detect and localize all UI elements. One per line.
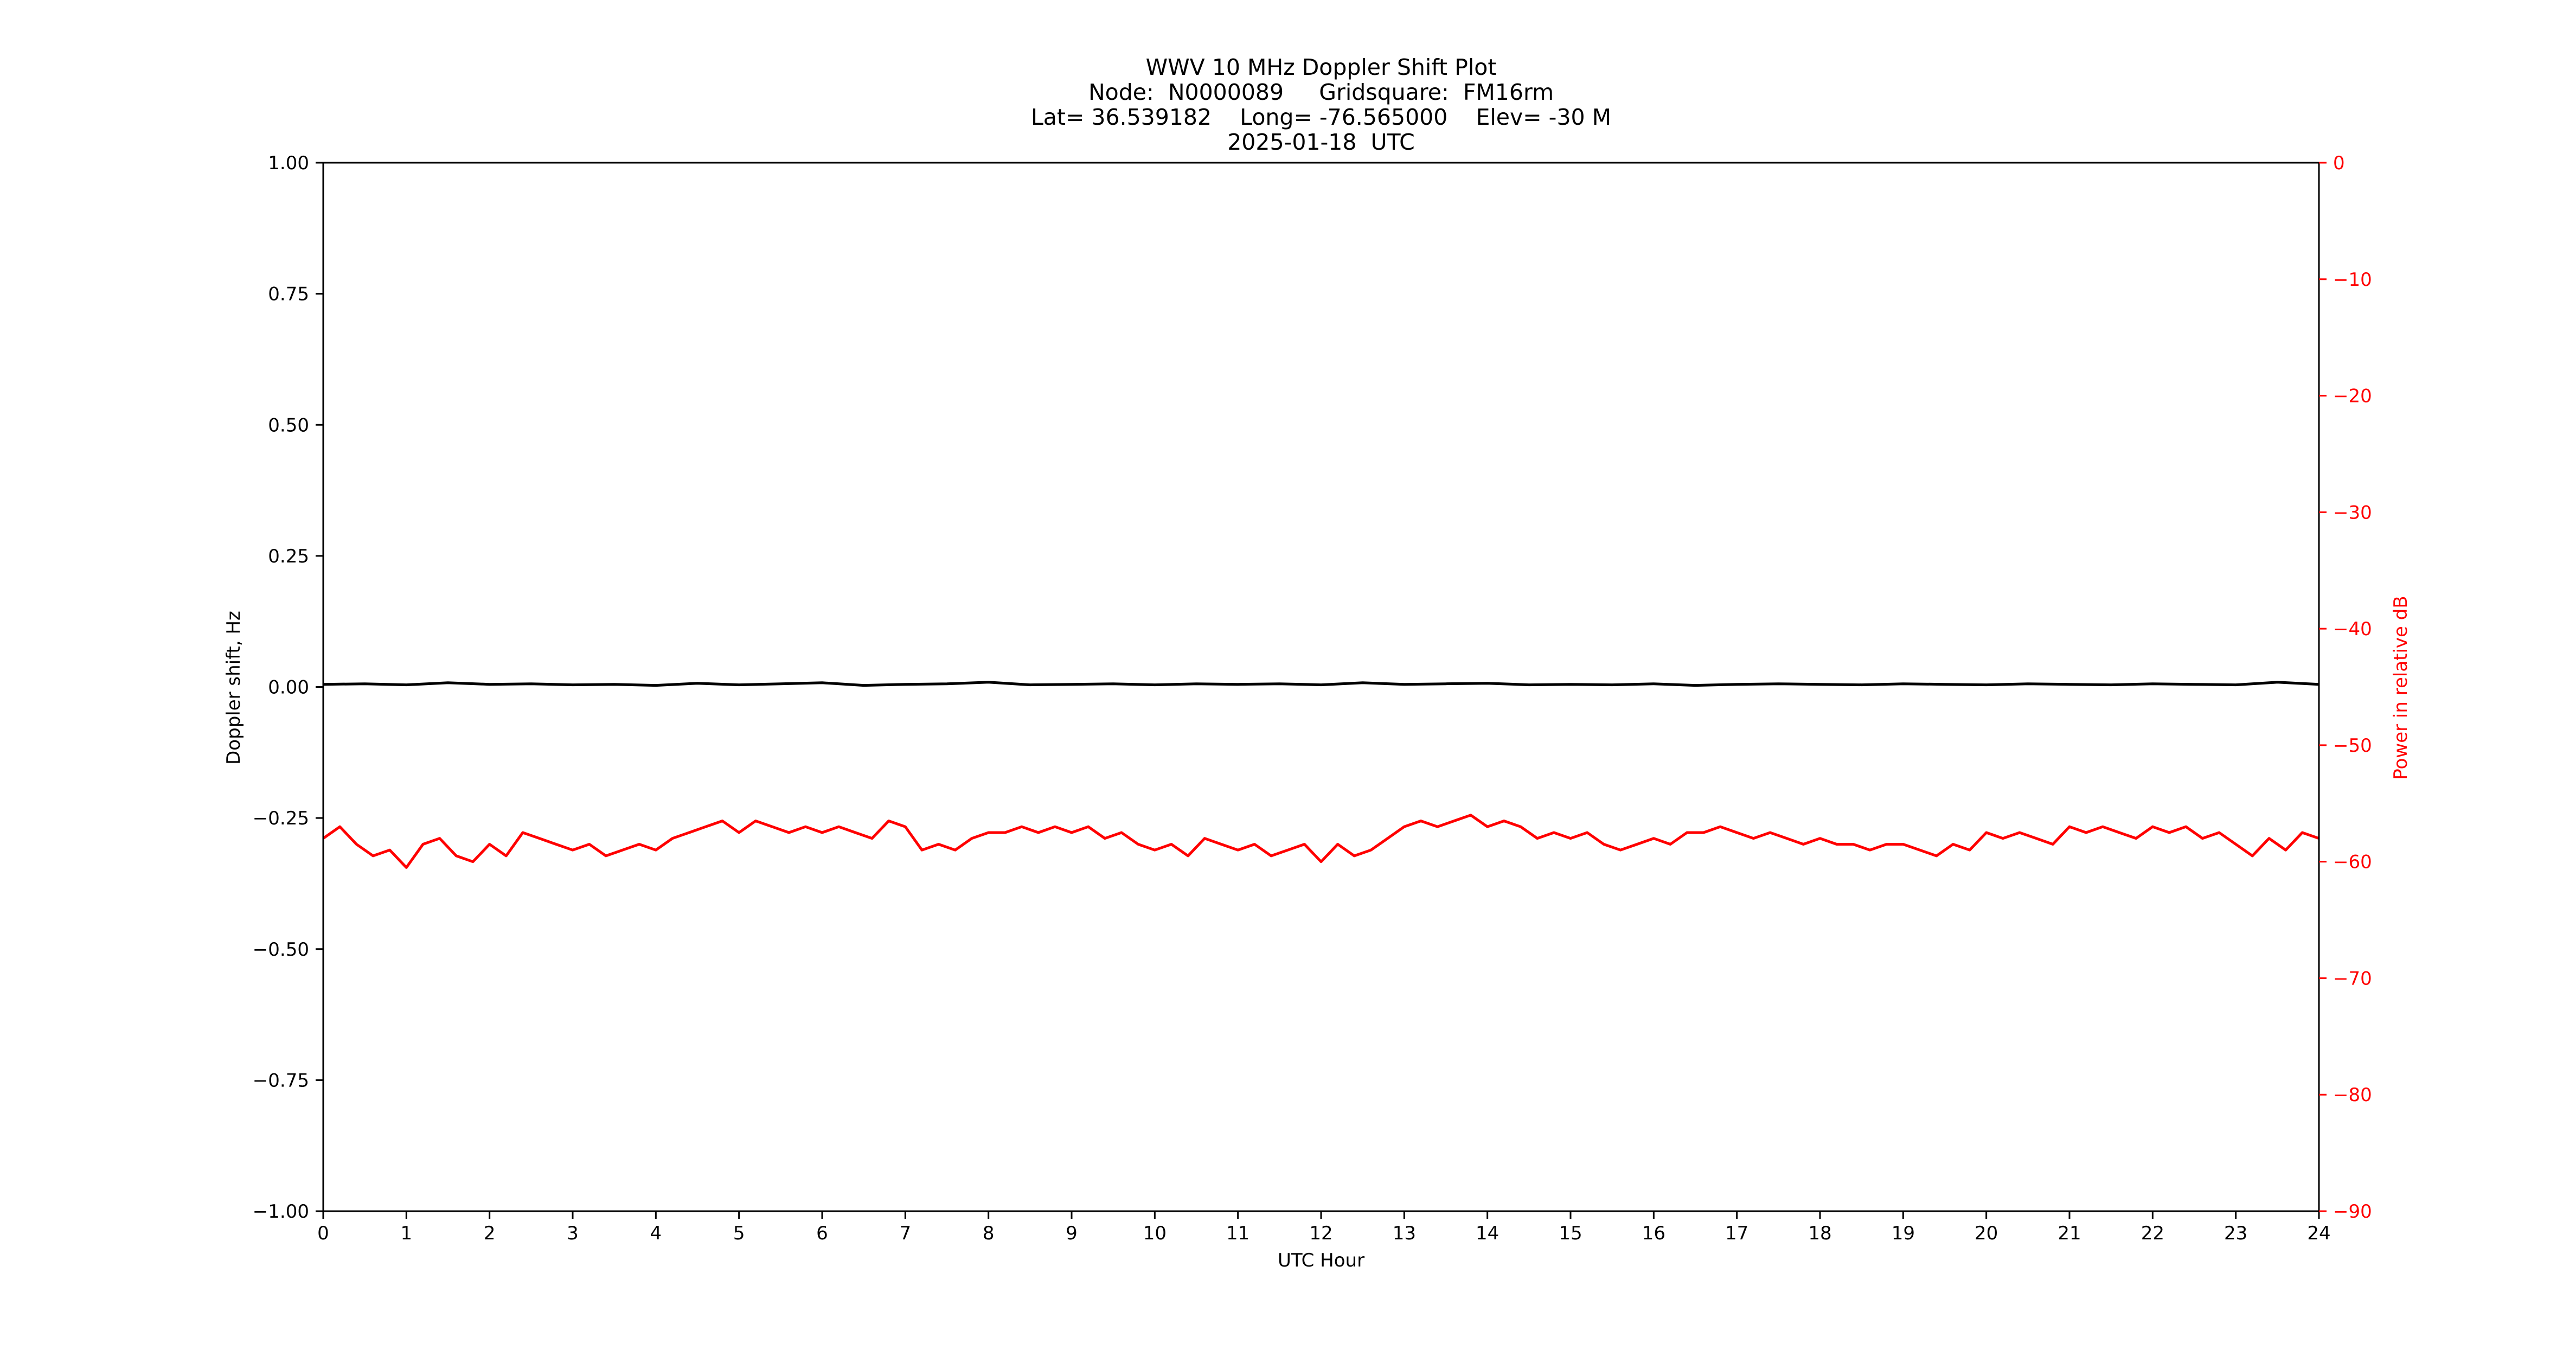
x-tick-label: 5: [733, 1223, 745, 1244]
x-tick-label: 14: [1476, 1223, 1499, 1244]
left-y-tick-label: 0.75: [268, 284, 309, 305]
x-tick-label: 19: [1892, 1223, 1915, 1244]
x-tick-label: 12: [1309, 1223, 1332, 1244]
plot-area: [322, 162, 2320, 1212]
x-axis-ticks: 0 1 2 3 4 5 6 7 8 9 10 11 12 13 14 15 16 17 18 19 20 21 22 23 24: [317, 1211, 2331, 1244]
x-tick-label: 15: [1559, 1223, 1582, 1244]
x-tick-label: 0: [317, 1223, 329, 1244]
x-tick-label: 7: [900, 1223, 912, 1244]
doppler-series-line: [323, 681, 2319, 687]
x-tick-label: 13: [1393, 1223, 1416, 1244]
plot-frame: [322, 162, 2320, 1212]
left-y-tick-label: −0.75: [253, 1070, 309, 1091]
right-y-tick-label: −20: [2333, 386, 2372, 407]
x-tick-label: 2: [484, 1223, 496, 1244]
x-tick-label: 3: [567, 1223, 579, 1244]
left-y-axis-label: Doppler shift, Hz: [223, 611, 245, 765]
right-y-tick-label: 0: [2333, 152, 2345, 174]
x-tick-label: 4: [650, 1223, 662, 1244]
left-y-tick-label: −1.00: [253, 1201, 309, 1223]
x-tick-label: 9: [1066, 1223, 1078, 1244]
x-tick-label: 17: [1725, 1223, 1748, 1244]
left-y-tick-label: 1.00: [268, 152, 309, 174]
chart-subtitle-location: Lat= 36.539182 Long= -76.565000 Elev= -3…: [1031, 104, 1611, 130]
left-y-tick-label: 0.25: [268, 546, 309, 567]
power-series-line: [322, 814, 2319, 869]
right-y-tick-label: −10: [2333, 269, 2372, 291]
title-block: WWV 10 MHz Doppler Shift Plot Node: N000…: [1031, 54, 1611, 155]
x-tick-label: 22: [2141, 1223, 2164, 1244]
left-y-tick-label: −0.25: [253, 808, 309, 829]
right-y-axis-label: Power in relative dB: [2390, 596, 2412, 779]
x-tick-label: 16: [1642, 1223, 1665, 1244]
right-y-tick-label: −60: [2333, 852, 2372, 873]
x-tick-label: 21: [2058, 1223, 2081, 1244]
right-y-tick-label: −70: [2333, 968, 2372, 989]
x-tick-label: 20: [1975, 1223, 1998, 1244]
left-y-tick-label: −0.50: [253, 939, 309, 961]
right-y-tick-label: −30: [2333, 502, 2372, 523]
left-y-axis-ticks: 1.00 0.75 0.50 0.25 0.00 −0.25 −0.50 −0.75 −1.00: [253, 152, 323, 1223]
left-y-tick-label: 0.00: [268, 677, 309, 699]
x-tick-label: 1: [401, 1223, 413, 1244]
x-tick-label: 23: [2224, 1223, 2247, 1244]
x-tick-label: 18: [1808, 1223, 1831, 1244]
x-tick-label: 10: [1143, 1223, 1167, 1244]
x-axis-label: UTC Hour: [1278, 1250, 1364, 1271]
x-tick-label: 8: [983, 1223, 995, 1244]
x-tick-label: 6: [816, 1223, 828, 1244]
left-y-tick-label: 0.50: [268, 414, 309, 436]
right-y-axis-ticks: 0 −10 −20 −30 −40 −50 −60 −70 −80 −90: [2319, 152, 2372, 1223]
x-tick-label: 11: [1226, 1223, 1249, 1244]
right-y-tick-label: −40: [2333, 618, 2372, 640]
chart-title: WWV 10 MHz Doppler Shift Plot: [1146, 54, 1497, 80]
right-y-tick-label: −80: [2333, 1084, 2372, 1106]
chart-subtitle-node: Node: N0000089 Gridsquare: FM16rm: [1088, 79, 1554, 105]
right-y-tick-label: −50: [2333, 735, 2372, 757]
x-tick-label: 24: [2307, 1223, 2330, 1244]
chart-subtitle-date: 2025-01-18 UTC: [1227, 129, 1415, 155]
right-y-tick-label: −90: [2333, 1201, 2372, 1223]
